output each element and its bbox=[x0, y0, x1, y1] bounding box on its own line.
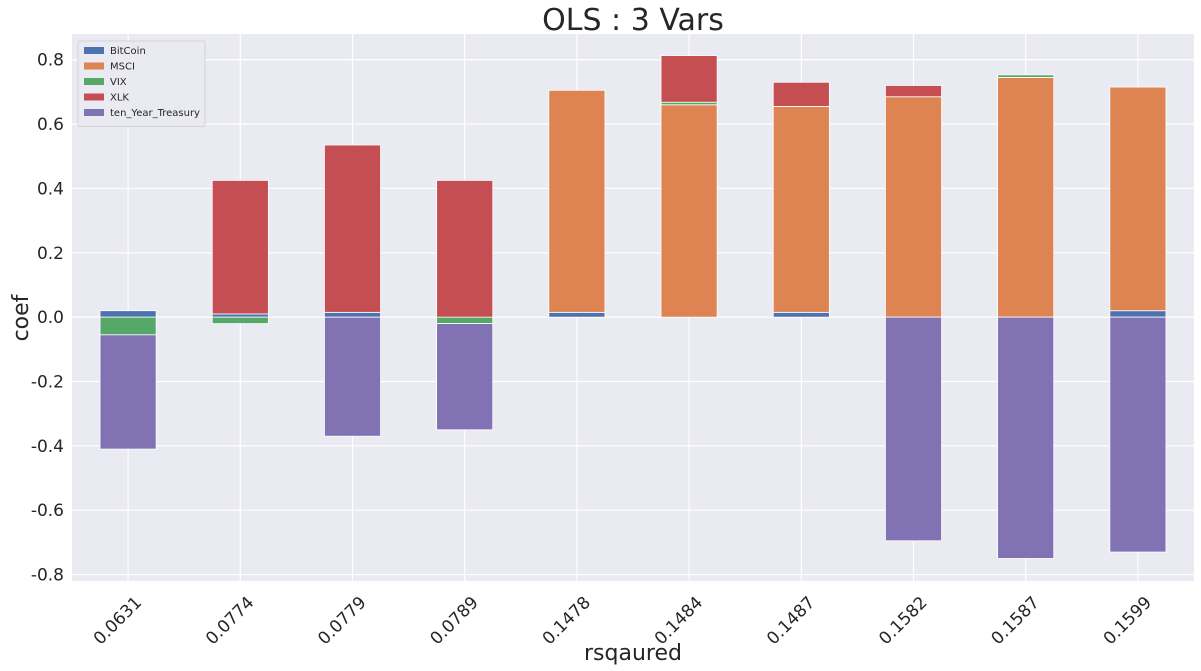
legend-label: ten_Year_Treasury bbox=[110, 108, 200, 119]
y-tick-label: 0.8 bbox=[37, 51, 64, 71]
bar-ten-year-treasury-0.1599 bbox=[1109, 316, 1167, 553]
bar-msci-0.1587 bbox=[997, 77, 1055, 318]
x-tick-label: 0.0779 bbox=[314, 593, 370, 649]
legend-label: BitCoin bbox=[110, 46, 146, 57]
legend-swatch bbox=[84, 62, 104, 70]
bar-bitcoin-0.1599 bbox=[1109, 310, 1167, 318]
x-tick-label: 0.0631 bbox=[90, 593, 146, 649]
x-tick-label: 0.0789 bbox=[427, 593, 483, 649]
y-axis-label: coef bbox=[9, 293, 34, 341]
y-tick-label: -0.8 bbox=[31, 566, 64, 586]
bar-bitcoin-0.1478 bbox=[548, 311, 606, 318]
x-axis-label: rsqaured bbox=[584, 641, 682, 666]
bar-ten-year-treasury-0.0779 bbox=[324, 316, 381, 437]
y-tick-label: 0.2 bbox=[37, 244, 64, 264]
legend-swatch bbox=[84, 78, 104, 85]
bar-vix-0.0774 bbox=[211, 316, 269, 324]
legend-label: MSCI bbox=[110, 62, 135, 73]
y-tick-label: -0.6 bbox=[31, 501, 64, 521]
bar-msci-0.1599 bbox=[1109, 86, 1167, 312]
bar-xlk-0.0779 bbox=[324, 144, 381, 313]
legend-swatch bbox=[84, 93, 104, 101]
bar-vix-0.0789 bbox=[436, 316, 494, 324]
bar-msci-0.1484 bbox=[660, 104, 718, 318]
bars bbox=[99, 55, 1167, 559]
legend: BitCoin MSCI VIX XLK ten_Year_Treasury bbox=[77, 40, 206, 127]
bar-vix-0.0631 bbox=[99, 316, 157, 336]
bar-bitcoin-0.0779 bbox=[324, 311, 381, 318]
bar-xlk-0.1582 bbox=[885, 85, 942, 98]
x-tick-label: 0.1487 bbox=[763, 593, 819, 649]
bar-xlk-0.0774 bbox=[211, 180, 269, 315]
bar-msci-0.1478 bbox=[548, 89, 606, 313]
x-tick-label: 0.0774 bbox=[202, 593, 258, 649]
legend-label: XLK bbox=[110, 93, 129, 104]
bar-xlk-0.1484 bbox=[660, 55, 718, 103]
y-tick-label: -0.2 bbox=[31, 373, 64, 393]
bar-xlk-0.1487 bbox=[772, 81, 830, 107]
bar-msci-0.1487 bbox=[772, 105, 830, 313]
legend-box bbox=[77, 40, 206, 127]
bar-ten-year-treasury-0.1582 bbox=[885, 316, 942, 542]
y-tick-labels: -0.8 -0.6 -0.4 -0.2 0.0 0.2 0.4 0.6 0.8 bbox=[31, 51, 64, 586]
bar-bitcoin-0.1487 bbox=[772, 311, 830, 318]
bar-ten-year-treasury-0.0789 bbox=[436, 323, 494, 431]
chart-title: OLS : 3 Vars bbox=[542, 3, 724, 38]
bar-xlk-0.0789 bbox=[436, 180, 494, 318]
x-tick-label: 0.1587 bbox=[988, 593, 1044, 649]
bar-bitcoin-0.0774 bbox=[211, 313, 269, 318]
legend-swatch bbox=[84, 47, 104, 54]
bar-ten-year-treasury-0.0631 bbox=[99, 334, 157, 450]
y-tick-label: 0.0 bbox=[37, 308, 64, 328]
y-tick-label: 0.6 bbox=[37, 115, 64, 135]
y-tick-label: -0.4 bbox=[31, 437, 64, 457]
x-tick-label: 0.1599 bbox=[1100, 593, 1156, 649]
bar-ten-year-treasury-0.1587 bbox=[997, 316, 1055, 559]
x-tick-label: 0.1582 bbox=[875, 593, 931, 649]
legend-label: VIX bbox=[110, 77, 127, 88]
y-tick-label: 0.4 bbox=[37, 179, 64, 199]
legend-swatch bbox=[84, 109, 104, 116]
bar-msci-0.1582 bbox=[885, 96, 942, 318]
bar-bitcoin-0.0631 bbox=[99, 310, 157, 318]
bar-vix-0.1587 bbox=[997, 74, 1055, 78]
